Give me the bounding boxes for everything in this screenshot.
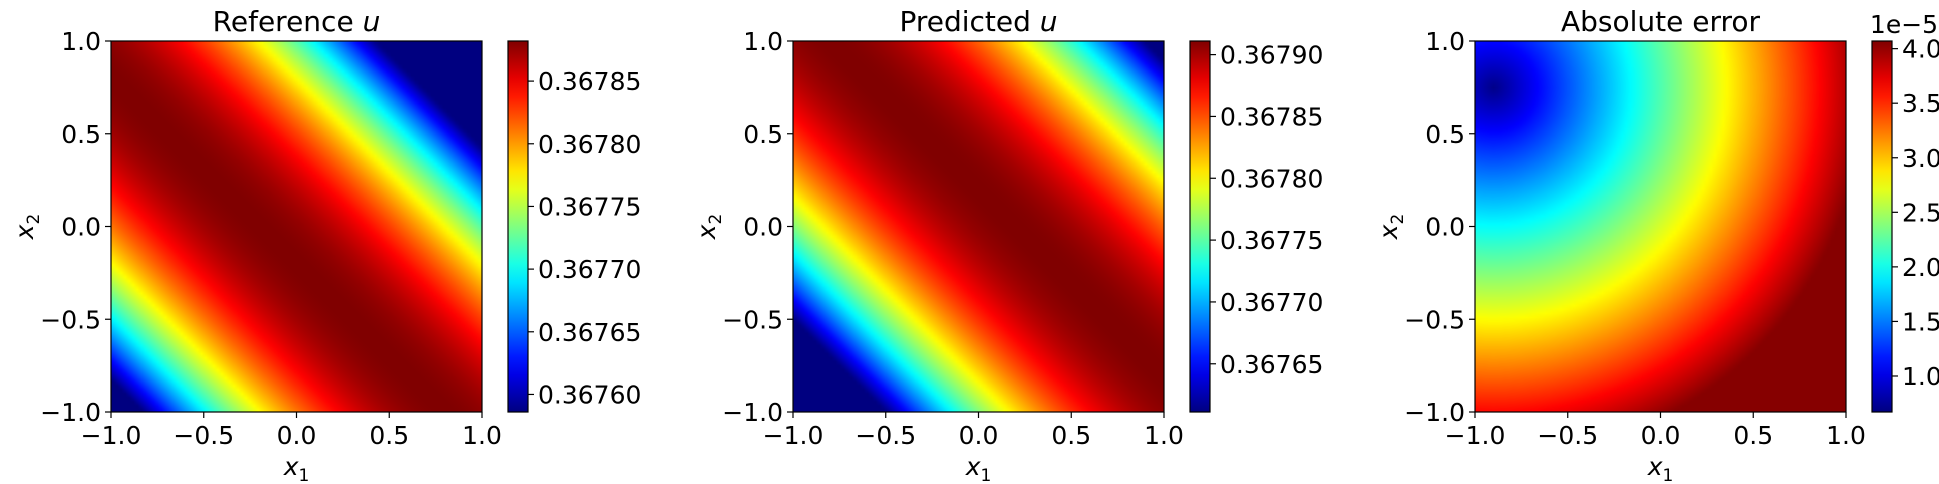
heatmap-image — [1475, 41, 1846, 412]
y-tick-label: 0.0 — [1425, 213, 1465, 242]
y-tick-label: 0.0 — [61, 213, 101, 242]
colorbar-tick-label: 0.36785 — [1220, 102, 1323, 131]
y-axis-label-sub: 2 — [24, 214, 44, 225]
heatmap-image — [111, 41, 482, 412]
x-tick-label: 1.0 — [462, 421, 502, 450]
y-tick-label: −1.0 — [722, 398, 783, 427]
y-tick-label: 0.5 — [743, 120, 783, 149]
x-tick-label: 1.0 — [1826, 421, 1866, 450]
colorbar-tick-label: 1.0 — [1902, 362, 1939, 391]
x-tick-label: 0.5 — [369, 421, 409, 450]
y-axis-label-sub: 2 — [1388, 214, 1408, 225]
y-tick-label: 1.0 — [1425, 27, 1465, 56]
x-tick-label: −1.0 — [1445, 421, 1506, 450]
x-tick-label: −0.5 — [173, 421, 234, 450]
colorbar-tick-label: 0.36780 — [1220, 164, 1323, 193]
x-tick-label: −0.5 — [1537, 421, 1598, 450]
x-tick-label: −1.0 — [81, 421, 142, 450]
x-tick-label: 0.0 — [277, 421, 317, 450]
chart-title: Absolute error — [1561, 5, 1761, 38]
y-axis-label: x2 — [1374, 214, 1408, 241]
colorbar-tick-label: 2.0 — [1902, 253, 1939, 282]
colorbar-offset-label: 1e−5 — [1870, 10, 1938, 39]
chart-title: Predicted u — [899, 5, 1057, 38]
panel-1: −1.0 −0.5 0.0 0.5 1.0 −1.0 −0.5 0.0 0.5 1.0 Refere… — [10, 5, 641, 484]
chart-title-variable: u — [1040, 5, 1058, 38]
colorbar-tick-label: 0.36760 — [538, 380, 641, 409]
y-tick-label: −0.5 — [40, 305, 101, 334]
y-axis-label-var: x — [1374, 224, 1403, 240]
colorbar-tick-label: 3.0 — [1902, 144, 1939, 173]
x-tick-label: 0.0 — [959, 421, 999, 450]
chart-title-text: Reference — [213, 5, 363, 38]
y-tick-label: 1.0 — [61, 27, 101, 56]
y-tick-label: 0.5 — [61, 120, 101, 149]
x-axis-label: x1 — [1647, 452, 1674, 484]
x-axis-label-sub: 1 — [298, 466, 309, 484]
y-tick-label: 1.0 — [743, 27, 783, 56]
colorbar-tick-label: 1.5 — [1902, 307, 1939, 336]
colorbar — [1189, 40, 1211, 413]
colorbar-tick-label: 0.36775 — [1220, 226, 1323, 255]
colorbar-tick-label: 4.0 — [1902, 35, 1939, 64]
x-axis-label-sub: 1 — [1662, 466, 1673, 484]
colorbar — [507, 40, 529, 413]
y-tick-label: −0.5 — [722, 305, 783, 334]
x-tick-label: 1.0 — [1144, 421, 1184, 450]
y-axis-label: x2 — [10, 214, 44, 241]
colorbar-tick-label: 0.36780 — [538, 130, 641, 159]
colorbar-tick-label: 0.36765 — [1220, 350, 1323, 379]
colorbar-tick-label: 0.36775 — [538, 192, 641, 221]
y-tick-label: −0.5 — [1404, 305, 1465, 334]
x-axis-label-var: x — [283, 452, 299, 481]
x-axis-label-var: x — [965, 452, 981, 481]
x-tick-label: 0.5 — [1733, 421, 1773, 450]
y-tick-label: −1.0 — [1404, 398, 1465, 427]
y-tick-label: 0.0 — [743, 213, 783, 242]
colorbar-tick-label: 0.36770 — [1220, 288, 1323, 317]
x-axis-label-sub: 1 — [980, 466, 991, 484]
heatmap-image — [793, 41, 1164, 412]
y-axis-label-var: x — [10, 224, 39, 240]
y-axis-label-sub: 2 — [706, 214, 726, 225]
chart-title-text: Predicted — [899, 5, 1039, 38]
x-tick-label: −0.5 — [855, 421, 916, 450]
colorbar-tick-label: 0.36785 — [538, 67, 641, 96]
x-axis-label: x1 — [965, 452, 992, 484]
y-axis-label: x2 — [692, 214, 726, 241]
chart-title-variable: u — [363, 5, 381, 38]
chart-title: Reference u — [213, 5, 381, 38]
chart-title-text: Absolute error — [1561, 5, 1761, 38]
y-axis-label-var: x — [692, 224, 721, 240]
colorbar-tick-label: 0.36765 — [538, 318, 641, 347]
panel-3: −1.0 −0.5 0.0 0.5 1.0 −1.0 −0.5 0.0 0.5 1.0 Absolu… — [1374, 5, 1939, 484]
x-tick-label: 0.5 — [1051, 421, 1091, 450]
colorbar-tick-label: 2.5 — [1902, 198, 1939, 227]
y-tick-label: 0.5 — [1425, 120, 1465, 149]
colorbar-tick-label: 0.36770 — [538, 255, 641, 284]
colorbar — [1871, 40, 1893, 413]
y-tick-label: −1.0 — [40, 398, 101, 427]
x-tick-label: −1.0 — [763, 421, 824, 450]
x-tick-label: 0.0 — [1641, 421, 1681, 450]
panel-2: −1.0 −0.5 0.0 0.5 1.0 −1.0 −0.5 0.0 0.5 1.0 Predic… — [692, 5, 1323, 484]
colorbar-tick-label: 0.36790 — [1220, 41, 1323, 70]
colorbar-tick-label: 3.5 — [1902, 89, 1939, 118]
x-axis-label: x1 — [283, 452, 310, 484]
x-axis-label-var: x — [1647, 452, 1663, 481]
